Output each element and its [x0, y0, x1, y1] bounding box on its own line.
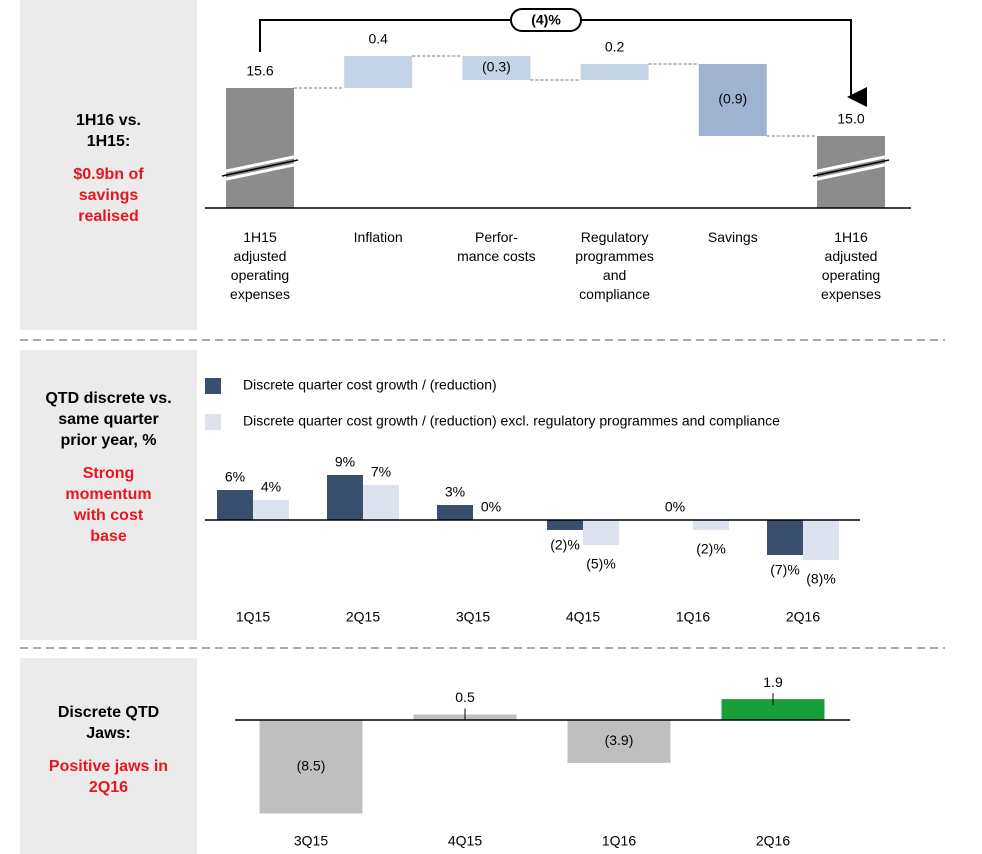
bar: [217, 490, 253, 520]
bar: [363, 485, 399, 520]
category-label: Inflation: [353, 229, 403, 245]
category-label: Savings: [707, 229, 758, 245]
side-panel: Discrete QTD Jaws: Positive jaws in 2Q16: [20, 658, 197, 854]
bar: [259, 720, 363, 814]
bar: [226, 88, 294, 208]
bar: [567, 720, 671, 763]
category-label: Regulatory programmes and compliance: [575, 229, 654, 302]
value-label: 0.2: [605, 39, 625, 55]
value-label: 0.4: [368, 31, 388, 47]
bar: [344, 56, 413, 88]
annotation-oval: [510, 8, 582, 32]
value-label: 0%: [665, 499, 685, 515]
value-label: 1.9: [763, 674, 783, 690]
side-panel: QTD discrete vs. same quarter prior year…: [20, 350, 197, 640]
panel-highlight: $0.9bn of savings realised: [73, 166, 144, 225]
annotation: (4)%: [531, 12, 561, 28]
x-tick-label: 2Q16: [786, 609, 820, 625]
value-label: (2)%: [550, 537, 580, 553]
bar: [693, 520, 729, 530]
value-label: (2)%: [696, 541, 726, 557]
axis-break: [812, 154, 890, 174]
side-panel: 1H16 vs. 1H15: $0.9bn of savings realise…: [20, 0, 197, 330]
bar: [462, 56, 531, 80]
value-label: 7%: [371, 464, 391, 480]
bar: [721, 699, 825, 720]
panel-heading: QTD discrete vs. same quarter prior year…: [45, 390, 172, 449]
panel-highlight: Strong momentum with cost base: [65, 465, 152, 545]
legend-swatch: [205, 378, 221, 394]
value-label: 0.5: [455, 689, 475, 705]
category-label: 1H16 adjusted operating expenses: [821, 229, 881, 302]
x-tick-label: 3Q15: [456, 609, 490, 625]
x-tick-label: 2Q16: [756, 833, 790, 849]
value-label: 15.6: [246, 63, 273, 79]
bar: [327, 475, 363, 520]
value-label: 9%: [335, 454, 355, 470]
panel-highlight: Positive jaws in 2Q16: [48, 758, 169, 796]
bar: [437, 505, 473, 520]
bar: [698, 64, 767, 136]
bar: [547, 520, 583, 530]
axis-break: [812, 162, 890, 182]
bar: [580, 64, 649, 80]
axis-break: [812, 159, 890, 177]
value-label: 0%: [481, 499, 501, 515]
x-tick-label: 1Q16: [602, 833, 636, 849]
panel-heading: 1H16 vs. 1H15:: [76, 112, 141, 150]
x-tick-label: 2Q15: [346, 609, 380, 625]
axis-break: [221, 154, 299, 174]
value-label: (3.9): [605, 732, 634, 748]
axis-break: [221, 159, 299, 177]
value-label: 15.0: [837, 111, 864, 127]
value-label: (8.5): [297, 757, 326, 773]
category-label: Perfor- mance costs: [457, 229, 536, 264]
bar: [767, 520, 803, 555]
panel-heading: Discrete QTD Jaws:: [57, 704, 160, 742]
category-label: 1H15 adjusted operating expenses: [230, 229, 290, 302]
value-label: 3%: [445, 484, 465, 500]
value-label: (0.9): [718, 91, 747, 107]
bar: [253, 500, 289, 520]
value-label: (5)%: [586, 556, 616, 572]
x-tick-label: 4Q15: [566, 609, 600, 625]
legend-label: Discrete quarter cost growth / (reductio…: [243, 413, 780, 429]
x-tick-label: 1Q15: [236, 609, 270, 625]
value-label: (8)%: [806, 571, 836, 587]
bar: [583, 520, 619, 545]
value-label: 4%: [261, 479, 281, 495]
bar: [803, 520, 839, 560]
value-label: 6%: [225, 469, 245, 485]
legend-label: Discrete quarter cost growth / (reductio…: [243, 377, 497, 393]
axis-break: [221, 162, 299, 182]
x-tick-label: 4Q15: [448, 833, 482, 849]
x-tick-label: 3Q15: [294, 833, 328, 849]
value-label: (7)%: [770, 562, 800, 578]
x-tick-label: 1Q16: [676, 609, 710, 625]
legend-swatch: [205, 414, 221, 430]
value-label: (0.3): [482, 59, 511, 75]
